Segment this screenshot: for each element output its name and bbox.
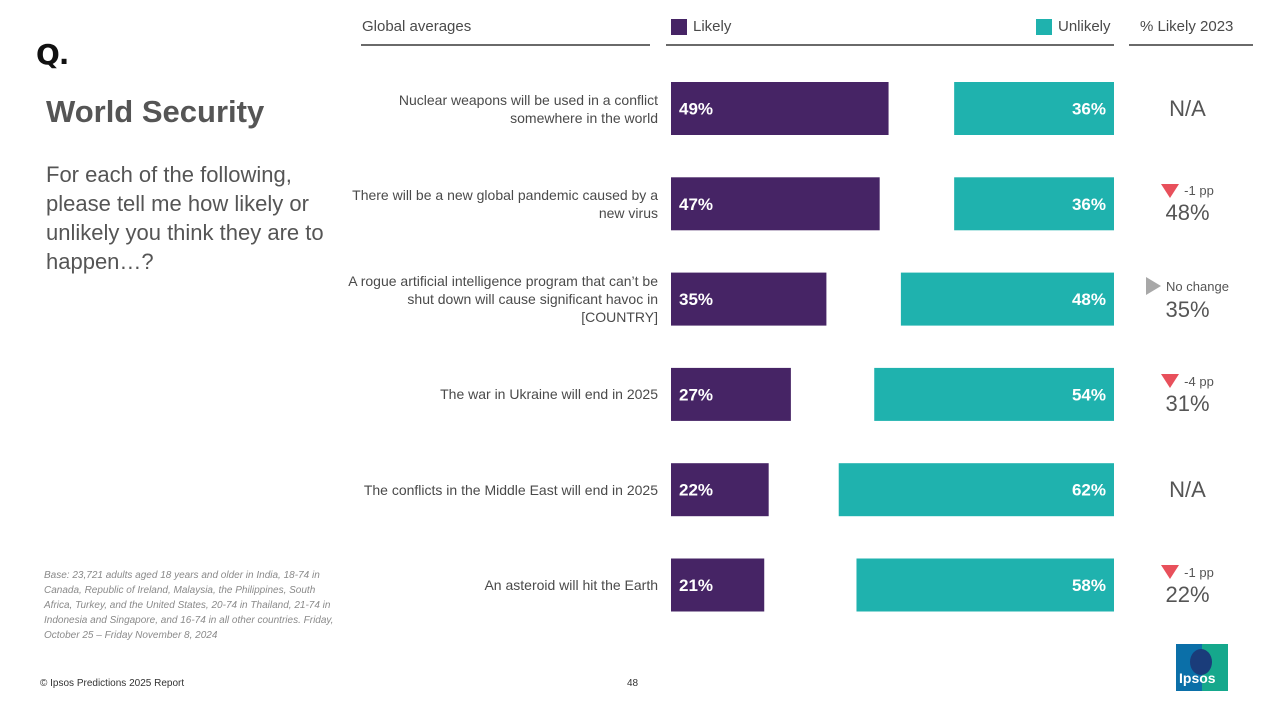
bar-unlikely-4 [874, 367, 1114, 421]
bar-likely-1 [671, 82, 889, 135]
label-unlikely-6: 58% [1072, 576, 1106, 595]
right-triangle-icon [1146, 277, 1162, 296]
category-label-5: The conflicts in the Middle East will en… [363, 481, 658, 498]
change-text: -1 pp [1184, 564, 1214, 580]
bar-unlikely-1 [954, 82, 1114, 135]
label-unlikely-4: 54% [1072, 385, 1106, 404]
category-label-6: An asteroid will hit the Earth [484, 577, 658, 593]
header-rule-chart [666, 44, 1114, 46]
comparison-2023-3: No change 35% [1130, 277, 1245, 323]
header-rule-global [361, 44, 650, 46]
change-indicator-6: -1 pp [1130, 565, 1245, 580]
footer-copyright: © Ipsos Predictions 2025 Report [40, 678, 185, 689]
label-unlikely-1: 36% [1072, 100, 1106, 119]
base-note: Base: 23,721 adults aged 18 years and ol… [44, 570, 334, 641]
category-label-3: A rogue artificial intelligence program … [348, 273, 658, 326]
category-label-2: There will be a new global pandemic caus… [352, 186, 658, 221]
label-likely-6: 21% [679, 576, 713, 595]
brand-logo: Q. [36, 38, 69, 71]
down-triangle-icon [1161, 183, 1180, 198]
bar-likely-6 [671, 558, 765, 612]
change-text: -4 pp [1184, 373, 1214, 389]
header-global-averages: Global averages [362, 18, 472, 35]
bar-likely-3 [671, 272, 827, 326]
header-likely-2023: % Likely 2023 [1140, 18, 1234, 35]
legend-likely: Likely [671, 18, 731, 35]
bar-likely-4 [671, 367, 791, 421]
bar-likely-5 [671, 463, 769, 517]
likely-2023-value: 31% [1165, 390, 1210, 416]
change-indicator-3: No change [1130, 277, 1245, 296]
ipsos-logo: Ipsos [1176, 644, 1228, 691]
bar-unlikely-6 [856, 558, 1114, 612]
change-indicator-2: -1 pp [1130, 183, 1245, 198]
label-unlikely-3: 48% [1072, 290, 1106, 309]
legend-likely-swatch [671, 18, 687, 35]
ipsos-logo-text: Ipsos [1179, 670, 1216, 686]
label-likely-3: 35% [679, 290, 713, 309]
bar-unlikely-5 [838, 463, 1114, 517]
legend-unlikely: Unlikely [1036, 18, 1111, 35]
likely-2023-value: 22% [1165, 581, 1210, 607]
comparison-2023-1: N/A [1130, 96, 1245, 122]
legend-unlikely-label: Unlikely [1058, 18, 1111, 35]
category-label-1: Nuclear weapons will be used in a confli… [398, 91, 658, 126]
legend-likely-label: Likely [693, 18, 732, 35]
legend-unlikely-swatch [1036, 18, 1052, 35]
bar-likely-2 [671, 177, 880, 231]
label-unlikely-2: 36% [1072, 195, 1106, 214]
label-likely-2: 47% [679, 195, 713, 214]
label-likely-1: 49% [679, 100, 713, 119]
likely-2023-value: N/A [1169, 476, 1206, 502]
label-likely-5: 22% [679, 481, 713, 500]
change-indicator-4: -4 pp [1130, 374, 1245, 389]
bar-unlikely-3 [900, 272, 1114, 326]
likely-2023-value: N/A [1169, 95, 1206, 121]
ipsos-logo-circle [1190, 649, 1212, 675]
comparison-2023-5: N/A [1130, 477, 1245, 503]
page-number: 48 [627, 678, 639, 689]
change-text: -1 pp [1184, 183, 1214, 199]
down-triangle-icon [1161, 565, 1180, 579]
likely-2023-value: 48% [1165, 200, 1210, 226]
comparison-2023-2: -1 pp 48% [1130, 183, 1245, 226]
down-triangle-icon [1161, 374, 1180, 389]
comparison-2023-6: -1 pp 22% [1130, 565, 1245, 608]
page-title: World Security [46, 94, 265, 129]
bar-unlikely-2 [954, 177, 1114, 231]
category-label-4: The war in Ukraine will end in 2025 [440, 386, 658, 403]
comparison-2023-4: -4 pp 31% [1130, 374, 1245, 417]
label-unlikely-5: 62% [1072, 481, 1106, 500]
header-rule-2023 [1129, 44, 1253, 46]
question-text: For each of the following, please tell m… [46, 162, 324, 274]
label-likely-4: 27% [679, 385, 713, 404]
change-text: No change [1166, 278, 1229, 294]
likely-2023-value: 35% [1165, 297, 1210, 323]
